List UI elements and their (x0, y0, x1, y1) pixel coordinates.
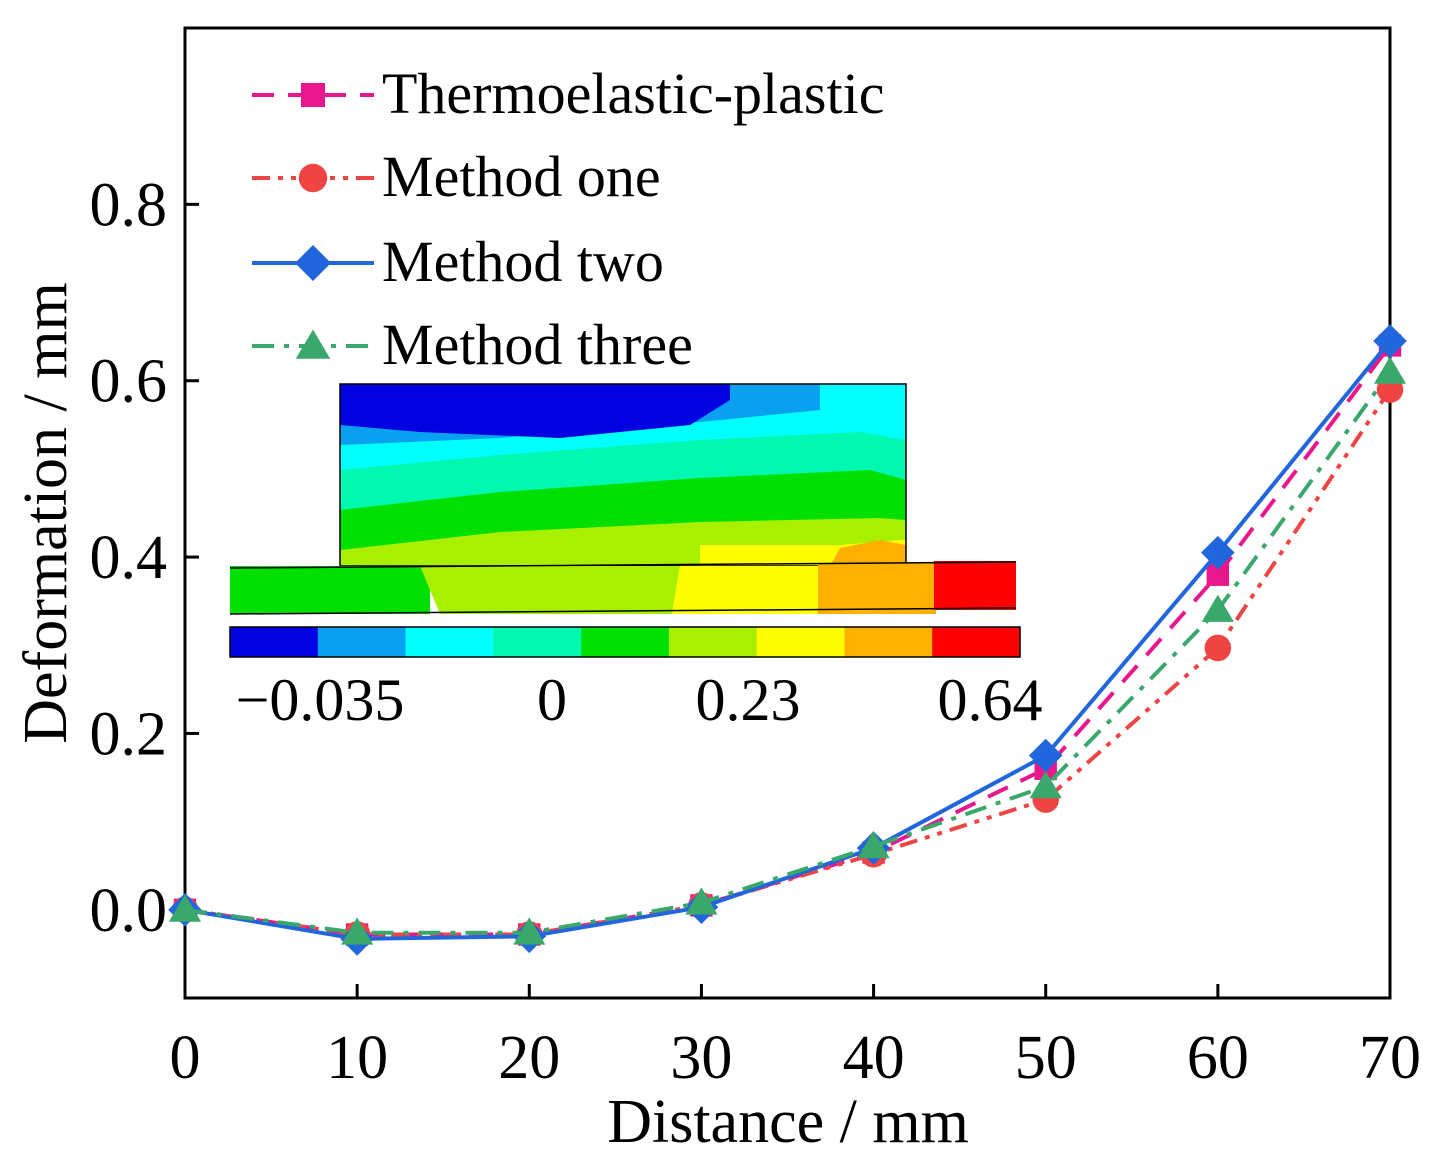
plot-frame (183, 26, 1392, 1000)
legend-label-method-three: Method three (382, 312, 693, 377)
y-axis-title: Deformation / mm (12, 282, 80, 743)
colorbar-border (229, 626, 1021, 658)
colorbar-label-2: 0.23 (696, 667, 801, 733)
colorbar-segment-0 (230, 627, 319, 657)
colorbar-label-0: −0.035 (236, 667, 405, 733)
point-3-4 (857, 830, 890, 859)
legend-label-method-one: Method one (382, 144, 661, 209)
x-axis-title: Distance / mm (607, 1088, 969, 1156)
colorbar-segment-5 (668, 627, 758, 657)
legend: Thermoelastic-plastic Method one Method … (252, 61, 884, 377)
contour-band-orange (830, 540, 906, 566)
legend-marker-1 (298, 163, 328, 193)
y-tick-label-0.4: 0.4 (90, 524, 168, 592)
x-tick-label-70: 70 (1359, 1024, 1421, 1092)
point-2-7 (1373, 324, 1407, 358)
legend-marker-3 (295, 329, 331, 359)
point-0-6 (1206, 563, 1230, 586)
x-tick-label-0: 0 (170, 1024, 201, 1092)
point-3-3 (685, 887, 718, 915)
inset-contour: −0.035 0 0.23 0.64 (229, 383, 1043, 733)
x-tick-label-50: 50 (1015, 1024, 1077, 1092)
contour-band-darkblue (340, 384, 730, 438)
point-3-1 (341, 917, 374, 945)
colorbar-segment-3 (493, 627, 582, 657)
x-tick-label-20: 20 (498, 1024, 560, 1092)
x-tick-label-60: 60 (1187, 1024, 1249, 1092)
point-3-5 (1029, 770, 1062, 799)
y-tick-label-0.8: 0.8 (90, 171, 168, 239)
colorbar-segment-4 (581, 627, 670, 657)
y-tick-label-0: 0.0 (90, 877, 168, 945)
colorbar-segment-1 (317, 627, 407, 657)
point-3-2 (513, 917, 546, 945)
point-3-6 (1201, 594, 1234, 622)
inset-plate (229, 561, 1017, 615)
legend-marker-0 (301, 83, 325, 107)
y-tick-label-0.2: 0.2 (90, 700, 168, 768)
series-line-3 (184, 370, 1392, 935)
colorbar-label-1: 0 (537, 667, 567, 733)
legend-label-thermoelastic-plastic: Thermoelastic-plastic (382, 61, 884, 126)
colorbar-segment-2 (405, 627, 494, 657)
point-2-6 (1201, 535, 1235, 570)
point-2-5 (1028, 738, 1063, 773)
colorbar-segment-8 (932, 627, 1021, 657)
legend-label-method-two: Method two (382, 229, 664, 294)
y-tick-label-0.6: 0.6 (90, 348, 168, 416)
colorbar-segment-6 (756, 627, 845, 657)
series-3 (168, 356, 1407, 945)
x-tick-label-10: 10 (326, 1024, 388, 1092)
colorbar-label-3: 0.64 (938, 667, 1043, 733)
point-3-7 (1373, 356, 1407, 384)
colorbar-segment-7 (844, 627, 933, 657)
series-layer (168, 324, 1407, 956)
axis-ticks: 0 10 20 30 40 50 60 70 0.0 0.2 0.4 0.6 0.8 (90, 171, 1422, 1092)
x-tick-label-30: 30 (670, 1024, 732, 1092)
series-line-2 (184, 339, 1392, 941)
legend-marker-2 (295, 245, 331, 281)
point-1-6 (1204, 634, 1232, 662)
colorbar (229, 626, 1021, 658)
x-tick-label-40: 40 (843, 1024, 905, 1092)
point-3-0 (168, 894, 202, 922)
